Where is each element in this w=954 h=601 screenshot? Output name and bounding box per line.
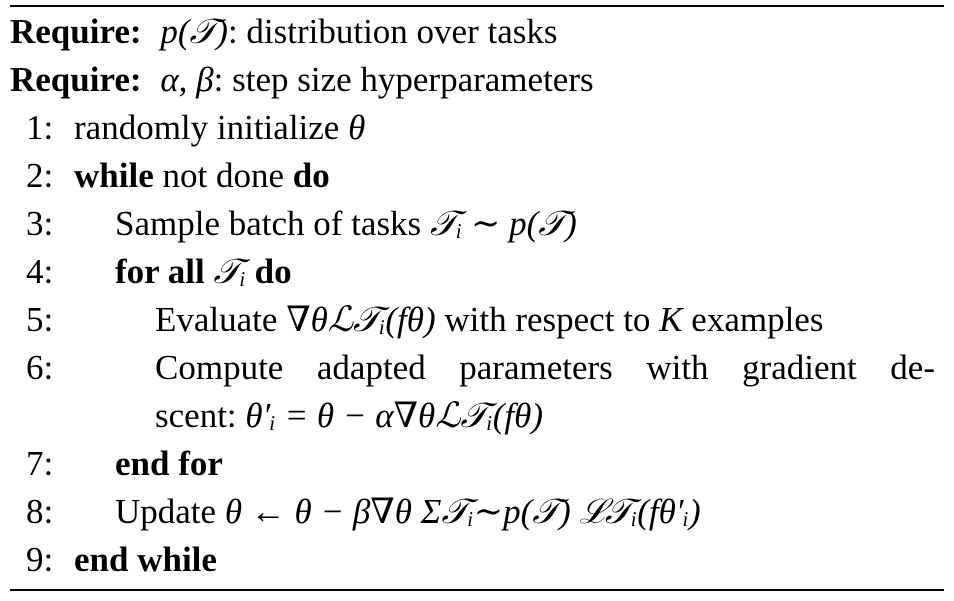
- line-number: 9:: [26, 540, 54, 579]
- keyword-do: do: [254, 252, 292, 291]
- require-label: Require:: [10, 60, 142, 99]
- line-math: 𝒯ᵢ ∼ p(𝒯): [429, 204, 577, 243]
- line-text: not done: [153, 156, 293, 195]
- line-number: 3:: [26, 204, 54, 243]
- line-number: 2:: [26, 156, 54, 195]
- line-number: 5:: [26, 300, 54, 339]
- keyword-for-all: for all: [115, 252, 205, 291]
- line-text: Sample batch of tasks: [115, 204, 430, 243]
- line-text-3: examples: [682, 300, 824, 339]
- line-math: 𝒯ᵢ: [213, 252, 246, 291]
- require-label: Require:: [10, 12, 142, 51]
- require-math-2: α, β: [160, 60, 214, 99]
- line-number: 8:: [26, 492, 54, 531]
- line-math: ∇θℒ𝒯ᵢ(fθ): [286, 300, 436, 339]
- line-text: Compute adapted parameters with gradient…: [155, 348, 935, 387]
- line-math: θ′ᵢ = θ − α∇θℒ𝒯ᵢ(fθ): [245, 396, 543, 435]
- line-math-2: K: [659, 300, 683, 339]
- require-math-1: p(𝒯): [160, 12, 228, 51]
- keyword-while: while: [74, 156, 154, 195]
- line-math: θ: [348, 108, 366, 147]
- line-text: Evaluate: [155, 300, 287, 339]
- bottom-rule: [10, 589, 944, 591]
- keyword-end-for: end for: [115, 444, 223, 483]
- keyword-end-while: end while: [74, 540, 217, 579]
- line-number: 7:: [26, 444, 54, 483]
- line-math: θ ← θ − β∇θ Σ𝒯ᵢ∼p(𝒯) ℒ𝒯ᵢ(fθ′ᵢ): [224, 492, 701, 531]
- top-rule: [10, 5, 944, 7]
- line-text: randomly initialize: [74, 108, 349, 147]
- keyword-do: do: [292, 156, 330, 195]
- line-number: 4:: [26, 252, 54, 291]
- line-text: scent:: [155, 396, 246, 435]
- require-text-1: : distribution over tasks: [227, 12, 558, 51]
- line-number: 6:: [26, 348, 54, 387]
- line-text-2: with respect to: [435, 300, 660, 339]
- line-text: Update: [115, 492, 225, 531]
- line-number: 1:: [26, 108, 54, 147]
- require-text-2: : step size hyperparameters: [213, 60, 594, 99]
